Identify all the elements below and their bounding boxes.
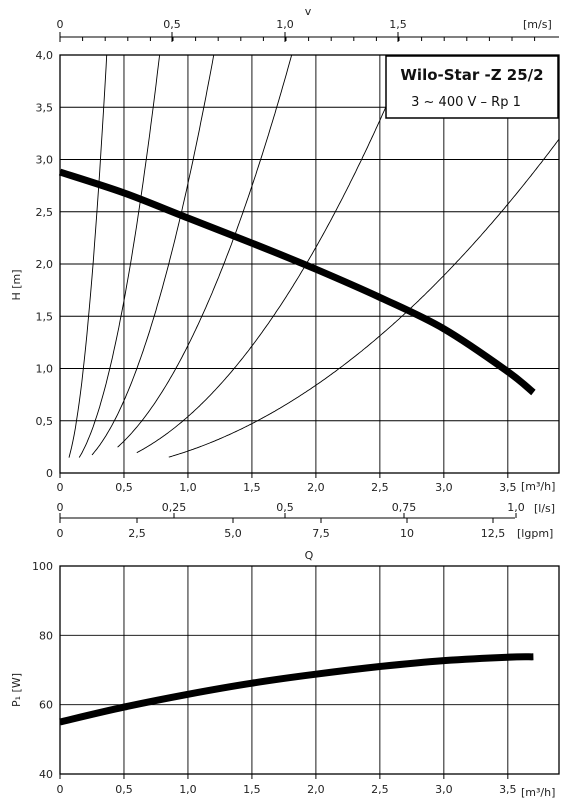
head-axis-label: H [m] — [10, 269, 23, 300]
x-tick-label: 3,0 — [435, 783, 453, 796]
velocity-axis: 0 0,5 1,0 1,5 v [m/s] — [57, 5, 559, 42]
system-curve-line — [168, 138, 560, 458]
velocity-axis-label: v — [305, 5, 312, 18]
lgpm-tick-label: 5,0 — [224, 527, 242, 540]
lgpm-axis: 0 2,5 5,0 7,5 10 12,5 [lgpm] — [57, 517, 553, 540]
power-curve — [59, 653, 534, 726]
power-chart-frame — [59, 565, 560, 775]
y-tick-label: 60 — [39, 699, 53, 712]
pump-curve-line — [58, 168, 536, 396]
x-tick-label: 2,0 — [307, 783, 325, 796]
flow-axis-unit: [m³/h] — [521, 480, 555, 493]
y-tick-label: 1,0 — [36, 363, 54, 376]
y-tick-label: 0 — [46, 467, 53, 480]
system-curve-line — [136, 54, 409, 454]
y-tick-label: 40 — [39, 768, 53, 781]
lgpm-tick-label: 10 — [400, 527, 414, 540]
velocity-tick-label: 0 — [57, 18, 64, 31]
lgpm-tick-label: 2,5 — [128, 527, 146, 540]
system-curve-line — [68, 54, 108, 458]
system-curve-line — [78, 54, 161, 458]
flow-q-label: Q — [305, 549, 314, 562]
velocity-tick-label: 0,5 — [163, 18, 181, 31]
x-tick-label: 1,5 — [243, 783, 261, 796]
system-curves — [68, 54, 560, 458]
velocity-tick-label: 1,5 — [389, 18, 407, 31]
x-tick-label: 2,5 — [371, 783, 389, 796]
y-tick-label: 2,5 — [36, 206, 54, 219]
x-tick-label: 0,5 — [115, 481, 133, 494]
lgpm-tick-label: 0 — [57, 527, 64, 540]
pump-curve — [58, 168, 536, 396]
y-tick-label: 3,5 — [36, 101, 54, 114]
title-box: Wilo-Star -Z 25/2 3 ~ 400 V – Rp 1 — [385, 55, 559, 119]
ls-tick-label: 0,75 — [392, 501, 417, 514]
velocity-axis-unit: [m/s] — [523, 18, 552, 31]
lgpm-tick-label: 12,5 — [481, 527, 506, 540]
y-tick-label: 4,0 — [36, 49, 54, 62]
x-tick-label: 2,5 — [371, 481, 389, 494]
x-tick-label: 2,0 — [307, 481, 325, 494]
system-curve-line — [117, 54, 293, 448]
ls-axis-unit: [l/s] — [534, 502, 555, 515]
y-tick-label: 3,0 — [36, 154, 54, 167]
ls-tick-label: 0,25 — [162, 501, 187, 514]
system-curve-line — [91, 54, 215, 456]
chart-title: Wilo-Star -Z 25/2 — [400, 66, 543, 84]
ls-tick-label: 0,5 — [276, 501, 294, 514]
chart-subtitle: 3 ~ 400 V – Rp 1 — [411, 95, 521, 110]
velocity-tick-label: 1,0 — [276, 18, 294, 31]
flow-x-ticks: 0 0,5 1,0 1,5 2,0 2,5 3,0 3,5 — [57, 473, 517, 494]
x-tick-label: 0,5 — [115, 783, 133, 796]
x-tick-label: 3,5 — [499, 481, 517, 494]
x-tick-label: 1,0 — [179, 783, 197, 796]
y-tick-label: 1,5 — [36, 310, 54, 323]
y-tick-label: 80 — [39, 629, 53, 642]
x-tick-label: 3,0 — [435, 481, 453, 494]
head-chart-frame — [59, 54, 560, 474]
head-y-ticks: 0 0,5 1,0 1,5 2,0 2,5 3,0 3,5 4,0 — [36, 49, 54, 480]
power-chart-grid — [60, 566, 559, 774]
power-curve-line — [59, 653, 534, 726]
y-tick-label: 100 — [32, 560, 53, 573]
power-y-ticks: 40 60 80 100 — [32, 560, 53, 781]
power-x-unit: [m³/h] — [521, 786, 555, 799]
x-tick-label: 3,5 — [499, 783, 517, 796]
lgpm-axis-unit: [lgpm] — [517, 527, 553, 540]
y-tick-label: 0,5 — [36, 415, 54, 428]
x-tick-label: 0 — [57, 783, 64, 796]
power-axis-label: P₁ [W] — [10, 673, 23, 707]
x-tick-label: 0 — [57, 481, 64, 494]
x-tick-label: 1,0 — [179, 481, 197, 494]
ls-axis: 0 0,25 0,5 0,75 1,0 [l/s] — [57, 501, 555, 519]
ls-tick-label: 1,0 — [507, 501, 525, 514]
power-x-ticks: 0 0,5 1,0 1,5 2,0 2,5 3,0 3,5 — [57, 774, 517, 796]
y-tick-label: 2,0 — [36, 258, 54, 271]
ls-tick-label: 0 — [57, 501, 64, 514]
lgpm-tick-label: 7,5 — [312, 527, 330, 540]
x-tick-label: 1,5 — [243, 481, 261, 494]
